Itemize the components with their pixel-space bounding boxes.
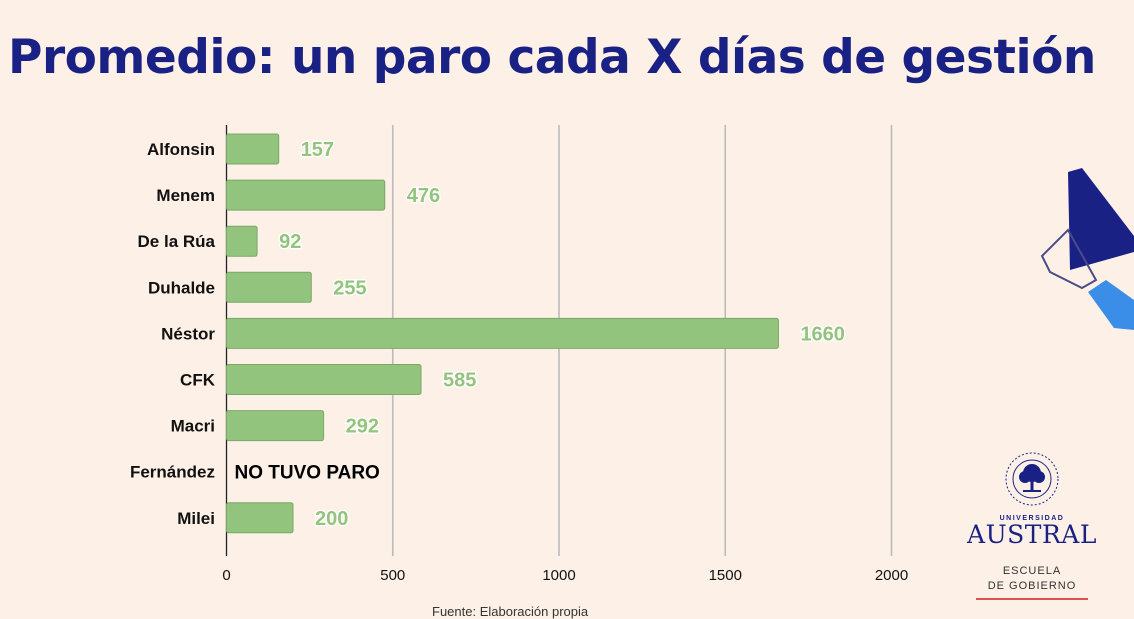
logo-divider [976,598,1088,600]
logo-subtitle: UNIVERSIDAD [999,515,1065,522]
university-seal-tree-icon [1005,452,1059,506]
category-label: Alfonsin [147,140,215,159]
decorative-shapes-icon [1040,168,1134,330]
data-label: 476 [407,185,440,207]
data-label: 92 [279,231,301,253]
data-label: 1660 [800,323,845,345]
bar [226,225,258,257]
logo-name: AUSTRAL [967,520,1097,549]
category-label: Macri [171,417,215,436]
x-tick-label: 0 [222,567,230,584]
bar [226,364,422,395]
category-label: Milei [177,509,215,528]
x-tick-label: 2000 [875,567,908,584]
labels: 0 500 1000 1500 2000 Alfonsin 157 Menem 476 De la… [130,138,908,584]
category-label: CFK [180,371,216,390]
logo-school: ESCUELA DE GOBIERNO [962,564,1102,594]
category-label: Duhalde [148,278,215,297]
data-label: 200 [315,508,348,530]
category-label: Fernández [130,463,215,482]
x-tick-label: 1000 [542,567,575,584]
category-label: Menem [156,186,215,205]
x-tick-label: 1500 [709,567,742,584]
data-label: 255 [333,277,366,299]
logo-school-line2: DE GOBIERNO [987,580,1077,592]
university-logo: UNIVERSIDAD AUSTRAL ESCUELA DE GOBIERNO [962,450,1102,600]
bar [226,317,779,349]
x-tick-label: 500 [380,567,405,584]
data-label: 157 [301,139,334,161]
source-note: Fuente: Elaboración propia [432,604,589,619]
bar [226,271,312,303]
bar [226,410,325,442]
bar [226,502,294,534]
bar [226,179,386,211]
data-label: 292 [346,416,379,438]
bars [226,133,779,534]
no-data-annotation: NO TUVO PARO [235,463,380,484]
page-title: Promedio: un paro cada X días de gestión [8,30,1096,85]
data-label: 585 [443,370,476,392]
bar [226,133,280,165]
logo-school-line1: ESCUELA [1002,565,1062,577]
category-label: Néstor [161,324,215,343]
category-label: De la Rúa [138,232,216,251]
